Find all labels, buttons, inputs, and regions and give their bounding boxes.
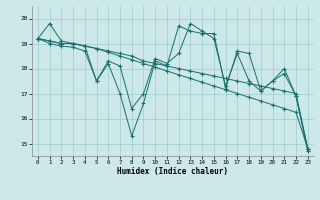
X-axis label: Humidex (Indice chaleur): Humidex (Indice chaleur) bbox=[117, 167, 228, 176]
